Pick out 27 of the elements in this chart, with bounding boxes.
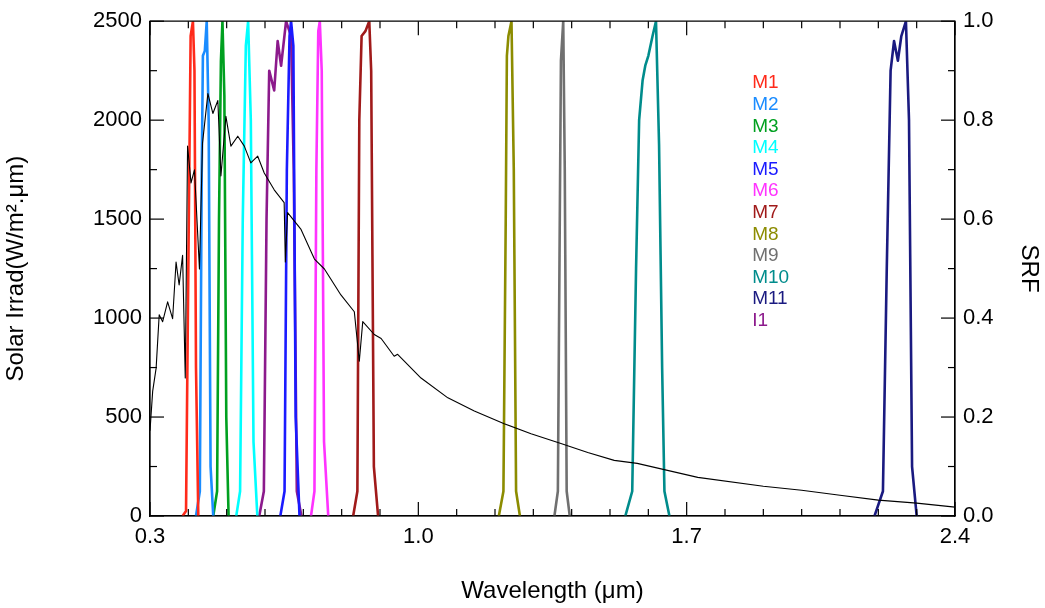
text: M4 (752, 136, 779, 158)
text: M10 (752, 265, 790, 287)
y2-tick-label: 0.2 (963, 403, 994, 429)
y2-tick-label: 0.8 (963, 106, 994, 132)
y2-tick-label: 1.0 (963, 7, 994, 33)
text: M6 (752, 179, 779, 201)
text: M5 (752, 157, 779, 179)
x-tick-label: 1.7 (671, 523, 702, 549)
x-axis-title: Wavelength (μm) (461, 576, 644, 604)
y2-tick-label: 0.4 (963, 304, 994, 330)
text: M1 (752, 71, 779, 93)
text: M3 (752, 114, 779, 136)
y-tick-label: 2500 (93, 7, 142, 33)
y-tick-label: 1000 (93, 304, 142, 330)
text: M11 (752, 287, 788, 309)
text: M7 (752, 201, 779, 223)
text: M8 (752, 222, 779, 244)
x-tick-label: 1.0 (403, 523, 434, 549)
text: M2 (752, 93, 779, 115)
y-tick-label: 500 (105, 403, 142, 429)
y-tick-label: 1500 (93, 205, 142, 231)
y-tick-label: 2000 (93, 106, 142, 132)
text: I1 (752, 309, 768, 331)
y2-axis-title: SRF (1016, 244, 1044, 293)
y-axis-title: Solar Irrad(W/m².μm) (1, 155, 29, 382)
text: M9 (752, 244, 779, 266)
y2-tick-label: 0.6 (963, 205, 994, 231)
